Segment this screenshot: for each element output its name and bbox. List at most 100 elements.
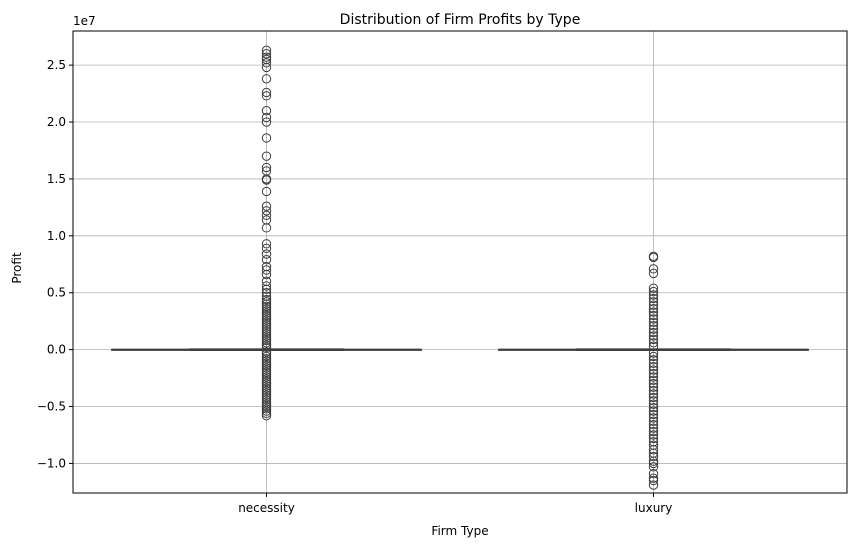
outlier-point bbox=[261, 331, 272, 341]
outlier-layer bbox=[261, 45, 659, 490]
outlier-point bbox=[261, 390, 272, 400]
outlier-point bbox=[261, 315, 272, 325]
outlier-point bbox=[648, 368, 659, 379]
outlier-point bbox=[261, 394, 272, 405]
outlier-point bbox=[648, 290, 659, 300]
outlier-point bbox=[648, 361, 659, 372]
outlier-point bbox=[648, 420, 659, 430]
outlier-point bbox=[261, 117, 272, 127]
outlier-point bbox=[261, 45, 272, 56]
outlier-point bbox=[261, 201, 272, 211]
outlier-point bbox=[261, 74, 272, 84]
y-axis-offset-label: 1e7 bbox=[73, 14, 96, 28]
outlier-point bbox=[648, 396, 659, 406]
outlier-point bbox=[648, 348, 659, 358]
outlier-point bbox=[261, 381, 272, 391]
outlier-point bbox=[261, 356, 272, 366]
outlier-point bbox=[261, 369, 272, 380]
outlier-point bbox=[648, 392, 659, 403]
outlier-point bbox=[648, 430, 659, 440]
outlier-point bbox=[648, 303, 659, 314]
outlier-point bbox=[261, 313, 272, 323]
x-axis-ticks: necessity luxury bbox=[238, 493, 672, 515]
outlier-point bbox=[261, 62, 272, 73]
outlier-point bbox=[261, 58, 272, 68]
outlier-point bbox=[261, 360, 272, 371]
outlier-point bbox=[648, 321, 659, 331]
outlier-point bbox=[648, 307, 659, 317]
outlier-point bbox=[261, 372, 272, 382]
outlier-point bbox=[261, 317, 272, 328]
outlier-point bbox=[648, 331, 659, 341]
outlier-point bbox=[648, 365, 659, 375]
outlier-point bbox=[261, 162, 272, 173]
outlier-point bbox=[261, 338, 272, 348]
outlier-point bbox=[261, 52, 272, 62]
outlier-point bbox=[261, 243, 272, 254]
outlier-point bbox=[261, 175, 272, 185]
outlier-point bbox=[261, 333, 272, 343]
outlier-point bbox=[648, 310, 659, 321]
outlier-point bbox=[261, 210, 272, 221]
outlier-point bbox=[261, 105, 272, 116]
outlier-point bbox=[261, 354, 272, 364]
outlier-point bbox=[261, 310, 272, 321]
outlier-point bbox=[261, 322, 272, 332]
outlier-point bbox=[261, 91, 272, 101]
outlier-point bbox=[261, 284, 272, 295]
outlier-point bbox=[261, 112, 272, 123]
y-tick-label: 1.5 bbox=[47, 172, 66, 186]
outlier-point bbox=[648, 317, 659, 328]
y-tick-label: −0.5 bbox=[37, 400, 66, 414]
outlier-point bbox=[648, 297, 659, 307]
outlier-point bbox=[261, 87, 272, 98]
outlier-point bbox=[261, 319, 272, 330]
outlier-point bbox=[648, 413, 659, 423]
outlier-point bbox=[648, 456, 659, 466]
outlier-point bbox=[648, 458, 659, 469]
outlier-point bbox=[648, 426, 659, 437]
outlier-point bbox=[648, 375, 659, 386]
outlier-point bbox=[261, 410, 272, 421]
outlier-point bbox=[261, 374, 272, 384]
outlier-point bbox=[648, 385, 659, 396]
chart-title: Distribution of Firm Profits by Type bbox=[340, 12, 581, 28]
outlier-point bbox=[261, 299, 272, 309]
grid-layer bbox=[73, 31, 847, 493]
outlier-point bbox=[261, 347, 272, 357]
outlier-point bbox=[261, 151, 272, 161]
outlier-point bbox=[261, 365, 272, 375]
outlier-point bbox=[648, 314, 659, 324]
outlier-point bbox=[261, 269, 272, 280]
outlier-point bbox=[261, 133, 272, 143]
outlier-point bbox=[261, 367, 272, 378]
y-tick-label: 0.5 bbox=[47, 286, 66, 300]
outlier-point bbox=[648, 264, 659, 274]
outlier-point bbox=[261, 288, 272, 298]
outlier-point bbox=[261, 239, 272, 249]
outlier-point bbox=[261, 186, 272, 197]
outlier-point bbox=[648, 341, 659, 351]
outlier-point bbox=[648, 389, 659, 399]
outlier-point bbox=[648, 468, 659, 479]
outlier-point bbox=[261, 249, 272, 259]
outlier-point bbox=[261, 351, 272, 362]
outlier-point bbox=[261, 281, 272, 291]
outlier-point bbox=[261, 49, 272, 59]
outlier-point bbox=[261, 358, 272, 368]
outlier-point bbox=[261, 223, 272, 233]
outlier-point bbox=[648, 379, 659, 389]
outlier-point bbox=[648, 300, 659, 310]
outlier-point bbox=[261, 335, 272, 346]
x-tick-label: luxury bbox=[635, 501, 673, 515]
outlier-point bbox=[648, 327, 659, 338]
outlier-point bbox=[261, 404, 272, 414]
outlier-point bbox=[261, 265, 272, 275]
y-tick-label: 1.0 bbox=[47, 229, 66, 243]
outlier-point bbox=[648, 268, 659, 279]
outlier-point bbox=[648, 382, 659, 392]
outlier-point bbox=[261, 308, 272, 318]
outlier-point bbox=[261, 326, 272, 337]
